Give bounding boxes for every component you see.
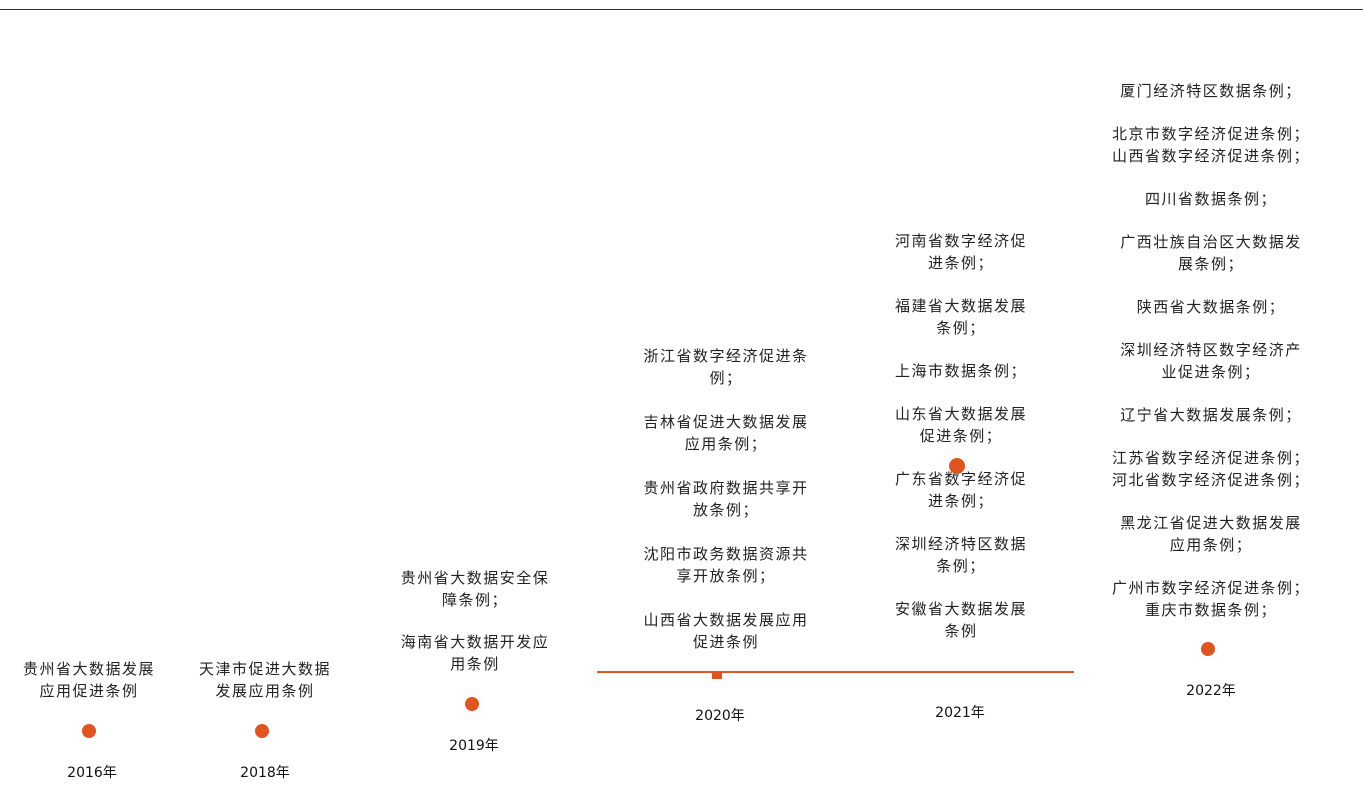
regulation-item: 深圳经济特区数据 条例； (894, 535, 1027, 575)
regulation-item: 江苏省数字经济促进条例； 河北省数字经济促进条例； (1111, 449, 1310, 489)
year-marker-2020 (712, 673, 722, 679)
regulations-2019: 贵州省大数据安全保 障条例； 海南省大数据开发应 用条例 (385, 567, 565, 675)
regulation-item: 广西壮族自治区大数据发 展条例； (1120, 233, 1302, 273)
regulations-2020: 浙江省数字经济促进条 例； 吉林省促进大数据发展 应用条例； 贵州省政府数据共享… (626, 345, 826, 653)
top-divider (0, 9, 1363, 10)
year-label-2019: 2019年 (449, 738, 499, 754)
regulation-item: 安徽省大数据发展 条例 (894, 600, 1027, 640)
regulation-item: 福建省大数据发展 条例； (894, 297, 1027, 337)
regulation-item: 黑龙江省促进大数据发展 应用条例； (1120, 514, 1302, 554)
regulation-item: 广州市数字经济促进条例； 重庆市数据条例； (1111, 579, 1310, 619)
year-label-2021: 2021年 (935, 705, 985, 721)
regulation-item: 海南省大数据开发应 用条例 (400, 633, 550, 673)
regulation-item: 贵州省大数据发展 应用促进条例 (22, 660, 155, 700)
regulations-2021: 河南省数字经济促 进条例； 福建省大数据发展 条例； 上海市数据条例； 山东省大… (876, 230, 1046, 642)
regulation-item: 深圳经济特区数字经济产 业促进条例； (1120, 341, 1302, 381)
regulations-2022: 厦门经济特区数据条例； 北京市数字经济促进条例； 山西省数字经济促进条例； 四川… (1106, 80, 1316, 621)
year-marker-2022 (1201, 642, 1215, 656)
timeline-segment-line (597, 671, 1074, 673)
regulation-item: 北京市数字经济促进条例； 山西省数字经济促进条例； (1111, 125, 1310, 165)
year-marker-2019 (465, 697, 479, 711)
regulations-2018: 天津市促进大数据 发展应用条例 (190, 658, 340, 702)
regulation-item: 陕西省大数据条例； (1136, 298, 1286, 316)
regulation-item: 贵州省政府数据共享开 放条例； (643, 479, 809, 519)
year-label-2016: 2016年 (67, 765, 117, 781)
regulation-item: 河南省数字经济促 进条例； (894, 232, 1027, 272)
year-label-2020: 2020年 (695, 708, 745, 724)
regulation-item: 吉林省促进大数据发展 应用条例； (643, 413, 809, 453)
regulation-item: 贵州省大数据安全保 障条例； (400, 569, 550, 609)
year-marker-2021 (949, 458, 965, 474)
regulation-item: 上海市数据条例； (894, 362, 1027, 380)
regulation-item: 广东省数字经济促 进条例； (894, 470, 1027, 510)
year-marker-2016 (82, 724, 96, 738)
regulation-item: 山东省大数据发展 促进条例； (894, 405, 1027, 445)
regulation-item: 厦门经济特区数据条例； (1120, 82, 1302, 100)
year-marker-2018 (255, 724, 269, 738)
regulation-item: 辽宁省大数据发展条例； (1120, 406, 1302, 424)
year-label-2018: 2018年 (240, 765, 290, 781)
regulation-item: 浙江省数字经济促进条 例； (643, 347, 809, 387)
regulations-2016: 贵州省大数据发展 应用促进条例 (14, 658, 164, 702)
regulation-item: 山西省大数据发展应用 促进条例 (643, 611, 809, 651)
regulation-item: 四川省数据条例； (1144, 190, 1277, 208)
regulation-item: 沈阳市政务数据资源共 享开放条例； (643, 545, 809, 585)
regulation-item: 天津市促进大数据 发展应用条例 (198, 660, 331, 700)
year-label-2022: 2022年 (1186, 683, 1236, 699)
